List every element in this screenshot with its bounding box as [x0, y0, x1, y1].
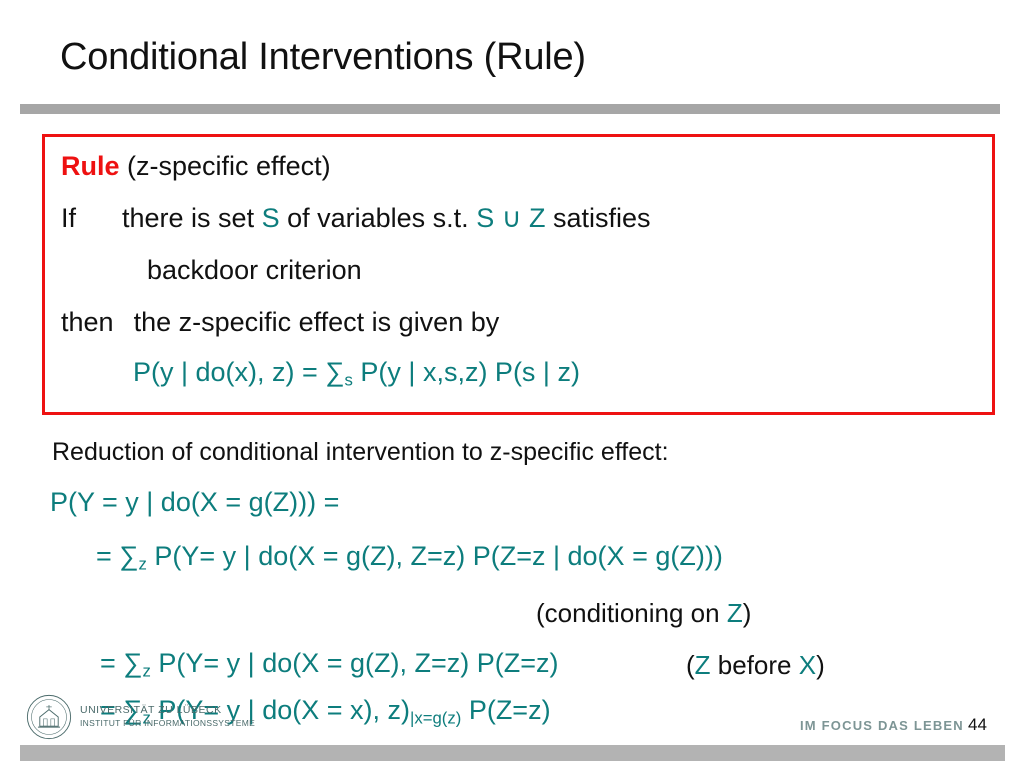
- rule-if-text-3: satisfies: [545, 203, 651, 233]
- rule-heading-rest: (z-specific effect): [127, 151, 331, 181]
- rule-then-line: then the z-specific effect is given by: [61, 309, 499, 336]
- derivation-line-4-pre: = ∑: [100, 695, 143, 725]
- conditioning-annotation: (conditioning on Z): [536, 598, 751, 629]
- conditioning-note-post: ): [742, 598, 752, 628]
- rule-variable-s: S: [261, 203, 280, 233]
- conditioning-note-pre: (conditioning on: [536, 598, 727, 628]
- rule-criterion-text: backdoor criterion: [147, 255, 362, 285]
- ordering-note-variable-x: X: [798, 650, 817, 680]
- ordering-note-open-paren: (: [686, 650, 695, 680]
- page-title: Conditional Interventions (Rule): [60, 36, 586, 78]
- reduction-caption: Reduction of conditional intervention to…: [52, 438, 669, 466]
- derivation-line-2-post: P(Y= y | do(X = g(Z), Z=z) P(Z=z | do(X …: [146, 541, 723, 571]
- derivation-line-4-condition-subscript: |x=g(z): [410, 708, 462, 728]
- derivation-line-3-post: P(Y= y | do(X = g(Z), Z=z) P(Z=z): [150, 648, 559, 678]
- derivation-line-2-subscript: z: [138, 554, 147, 574]
- conditioning-note-variable-z: Z: [726, 598, 743, 628]
- derivation-line-3-subscript: z: [142, 661, 151, 681]
- rule-if-line: If there is set S of variables s.t. S ∪ Z…: [61, 205, 651, 232]
- rule-if-keyword: If: [61, 203, 77, 233]
- university-seal-icon: [26, 694, 72, 740]
- institute-name: INSTITUT FÜR INFORMATIONSSYSTEME: [80, 718, 256, 728]
- rule-formula-post: P(y | x,s,z) P(s | z): [352, 357, 580, 387]
- rule-callout-box: Rule (z-specific effect) If there is set …: [42, 134, 995, 415]
- ordering-note-close-paren: ): [816, 650, 825, 680]
- ordering-annotation: (Z before X): [686, 650, 825, 681]
- derivation-line-4: = ∑z P(Y= y | do(X = x), z)|x=g(z) P(Z=z…: [100, 697, 551, 727]
- footer-tagline: IM FOCUS DAS LEBEN: [800, 718, 964, 733]
- derivation-line-2: = ∑z P(Y= y | do(X = g(Z), Z=z) P(Z=z | …: [96, 543, 723, 573]
- derivation-line-4-post: P(Z=z): [461, 695, 551, 725]
- ordering-note-middle: before: [710, 650, 799, 680]
- rule-criterion-line: backdoor criterion: [61, 257, 362, 284]
- rule-then-text: the z-specific effect is given by: [133, 307, 500, 337]
- rule-if-text-2: of variables s.t.: [279, 203, 477, 233]
- university-logo: UNIVERSITÄT ZU LÜBECK INSTITUT FÜR INFOR…: [26, 694, 255, 742]
- rule-then-keyword: then: [61, 307, 114, 337]
- title-divider-bar: [20, 104, 1000, 114]
- ordering-note-variable-z: Z: [694, 650, 711, 680]
- university-name: UNIVERSITÄT ZU LÜBECK: [80, 704, 222, 716]
- rule-keyword: Rule: [61, 151, 120, 181]
- rule-if-text-1: there is set: [122, 203, 262, 233]
- derivation-line-4-middle: P(Y= y | do(X = x), z): [150, 695, 410, 725]
- footer-divider-bar: [20, 745, 1005, 761]
- derivation-line-3-pre: = ∑: [100, 648, 143, 678]
- derivation-line-4-subscript: z: [142, 708, 151, 728]
- derivation-line-2-pre: = ∑: [96, 541, 139, 571]
- derivation-line-1: P(Y = y | do(X = g(Z))) =: [50, 487, 340, 517]
- rule-formula-subscript: s: [344, 370, 353, 390]
- rule-heading: Rule (z-specific effect): [61, 153, 331, 180]
- page-number: 44: [968, 715, 987, 734]
- rule-formula: P(y | do(x), z) = ∑s P(y | x,s,z) P(s | …: [133, 359, 580, 389]
- derivation-line-3: = ∑z P(Y= y | do(X = g(Z), Z=z) P(Z=z): [100, 650, 559, 680]
- rule-union-s-z: S ∪ Z: [476, 203, 546, 233]
- university-logo-text: UNIVERSITÄT ZU LÜBECK INSTITUT FÜR INFOR…: [80, 704, 256, 728]
- rule-formula-pre: P(y | do(x), z) = ∑: [133, 357, 345, 387]
